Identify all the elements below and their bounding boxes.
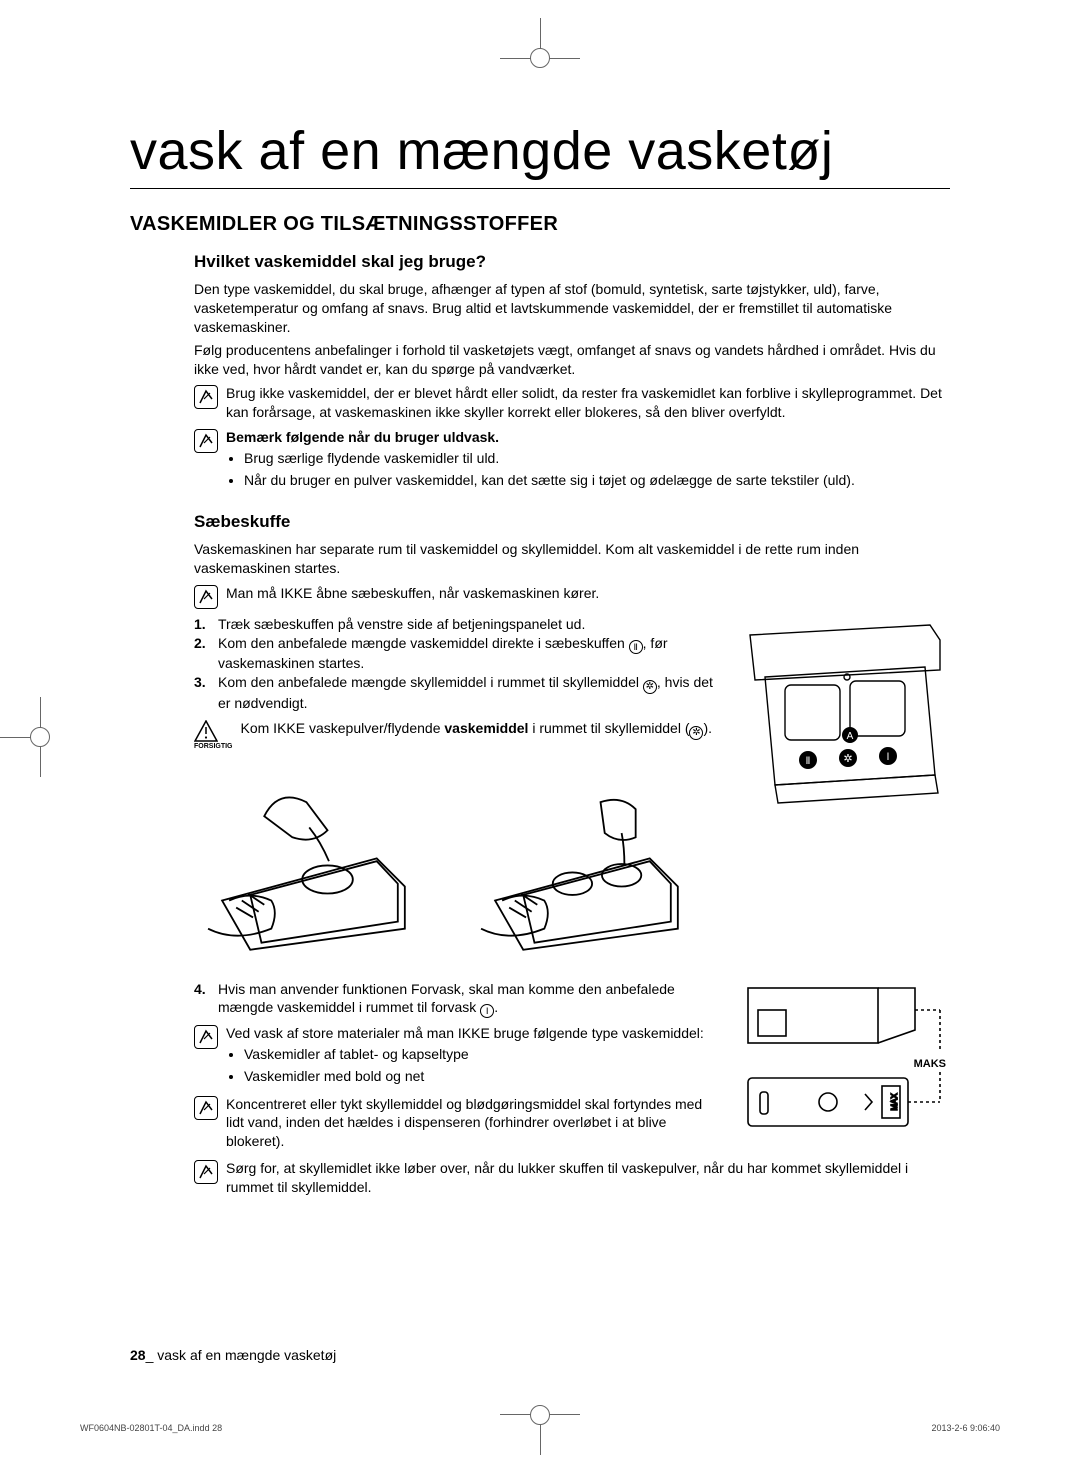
- crop-mark-bottom: [500, 1415, 580, 1455]
- print-meta-left: WF0604NB-02801T-04_DA.indd 28: [80, 1423, 222, 1433]
- diagram-drawer-pour-2: [467, 760, 720, 962]
- maks-label: MAKS: [914, 1058, 946, 1070]
- compartment-I-icon: Ⅰ: [480, 1004, 494, 1018]
- softener-icon: ✲: [643, 680, 657, 694]
- paragraph: Følg producentens anbefalinger i forhold…: [194, 341, 950, 379]
- list-item: 3.Kom den anbefalede mængde skyllemiddel…: [194, 673, 720, 713]
- note-icon: [194, 1025, 218, 1049]
- list-item: Vaskemidler med bold og net: [244, 1067, 720, 1087]
- crop-mark-left: [0, 697, 40, 777]
- diagram-drawer-side: MAKS: [740, 980, 950, 1060]
- caution-text: Kom IKKE vaskepulver/flydende vaskemidde…: [241, 719, 721, 740]
- diagram-drawer-top: MAX: [740, 1072, 950, 1139]
- svg-text:MAX: MAX: [890, 1092, 899, 1110]
- note-icon: [194, 585, 218, 609]
- label-flower: ✲: [843, 753, 852, 765]
- list-item: Når du bruger en pulver vaskemiddel, kan…: [244, 471, 950, 491]
- note-icon: [194, 385, 218, 409]
- label-A: A: [847, 731, 854, 742]
- list-item: 4.Hvis man anvender funktionen Forvask, …: [194, 980, 720, 1019]
- note-text: Brug ikke vaskemiddel, der er blevet hår…: [226, 384, 950, 422]
- diagram-drawer-pour-1: [194, 760, 447, 962]
- list-item: Brug særlige flydende vaskemidler til ul…: [244, 449, 950, 469]
- note-text: Man må IKKE åbne sæbeskuffen, når vaskem…: [226, 584, 950, 603]
- note-text: Sørg for, at skyllemidlet ikke løber ove…: [226, 1159, 950, 1197]
- page-title: vask af en mængde vasketøj: [130, 120, 950, 189]
- note-icon: [194, 1160, 218, 1184]
- caution-icon: [194, 720, 218, 742]
- crop-mark-top: [500, 18, 580, 58]
- caution-label: FORSIGTIG: [194, 743, 233, 750]
- page-number: 28: [130, 1347, 146, 1363]
- list-item: 2.Kom den anbefalede mængde vaskemiddel …: [194, 634, 720, 673]
- compartment-II-icon: Ⅱ: [629, 640, 643, 654]
- subsection-heading-drawer: Sæbeskuffe: [194, 512, 950, 532]
- paragraph: Den type vaskemiddel, du skal bruge, afh…: [194, 280, 950, 337]
- section-heading: VASKEMIDLER OG TILSÆTNINGSSTOFFER: [130, 213, 950, 236]
- paragraph: Vaskemaskinen har separate rum til vaske…: [194, 540, 950, 578]
- list-item: 1.Træk sæbeskuffen på venstre side af be…: [194, 615, 720, 634]
- subsection-heading-detergent: Hvilket vaskemiddel skal jeg bruge?: [194, 252, 950, 272]
- label-I: Ⅰ: [887, 752, 890, 763]
- list-item: Vaskemidler af tablet- og kapseltype: [244, 1045, 720, 1065]
- diagram-detergent-drawer: A Ⅱ ✲ Ⅰ: [740, 615, 950, 810]
- label-II: Ⅱ: [806, 756, 811, 767]
- note-bold: Bemærk følgende når du bruger uldvask.: [226, 429, 499, 445]
- page-footer: 28_ vask af en mængde vasketøj: [130, 1347, 336, 1363]
- note-text: Bemærk følgende når du bruger uldvask. B…: [226, 428, 950, 492]
- note-icon: [194, 429, 218, 453]
- print-meta-right: 2013-2-6 9:06:40: [931, 1423, 1000, 1433]
- note-text: Ved vask af store materialer må man IKKE…: [226, 1024, 720, 1088]
- note-text: Koncentreret eller tykt skyllemiddel og …: [226, 1095, 720, 1152]
- note-icon: [194, 1096, 218, 1120]
- softener-icon: ✲: [689, 726, 703, 740]
